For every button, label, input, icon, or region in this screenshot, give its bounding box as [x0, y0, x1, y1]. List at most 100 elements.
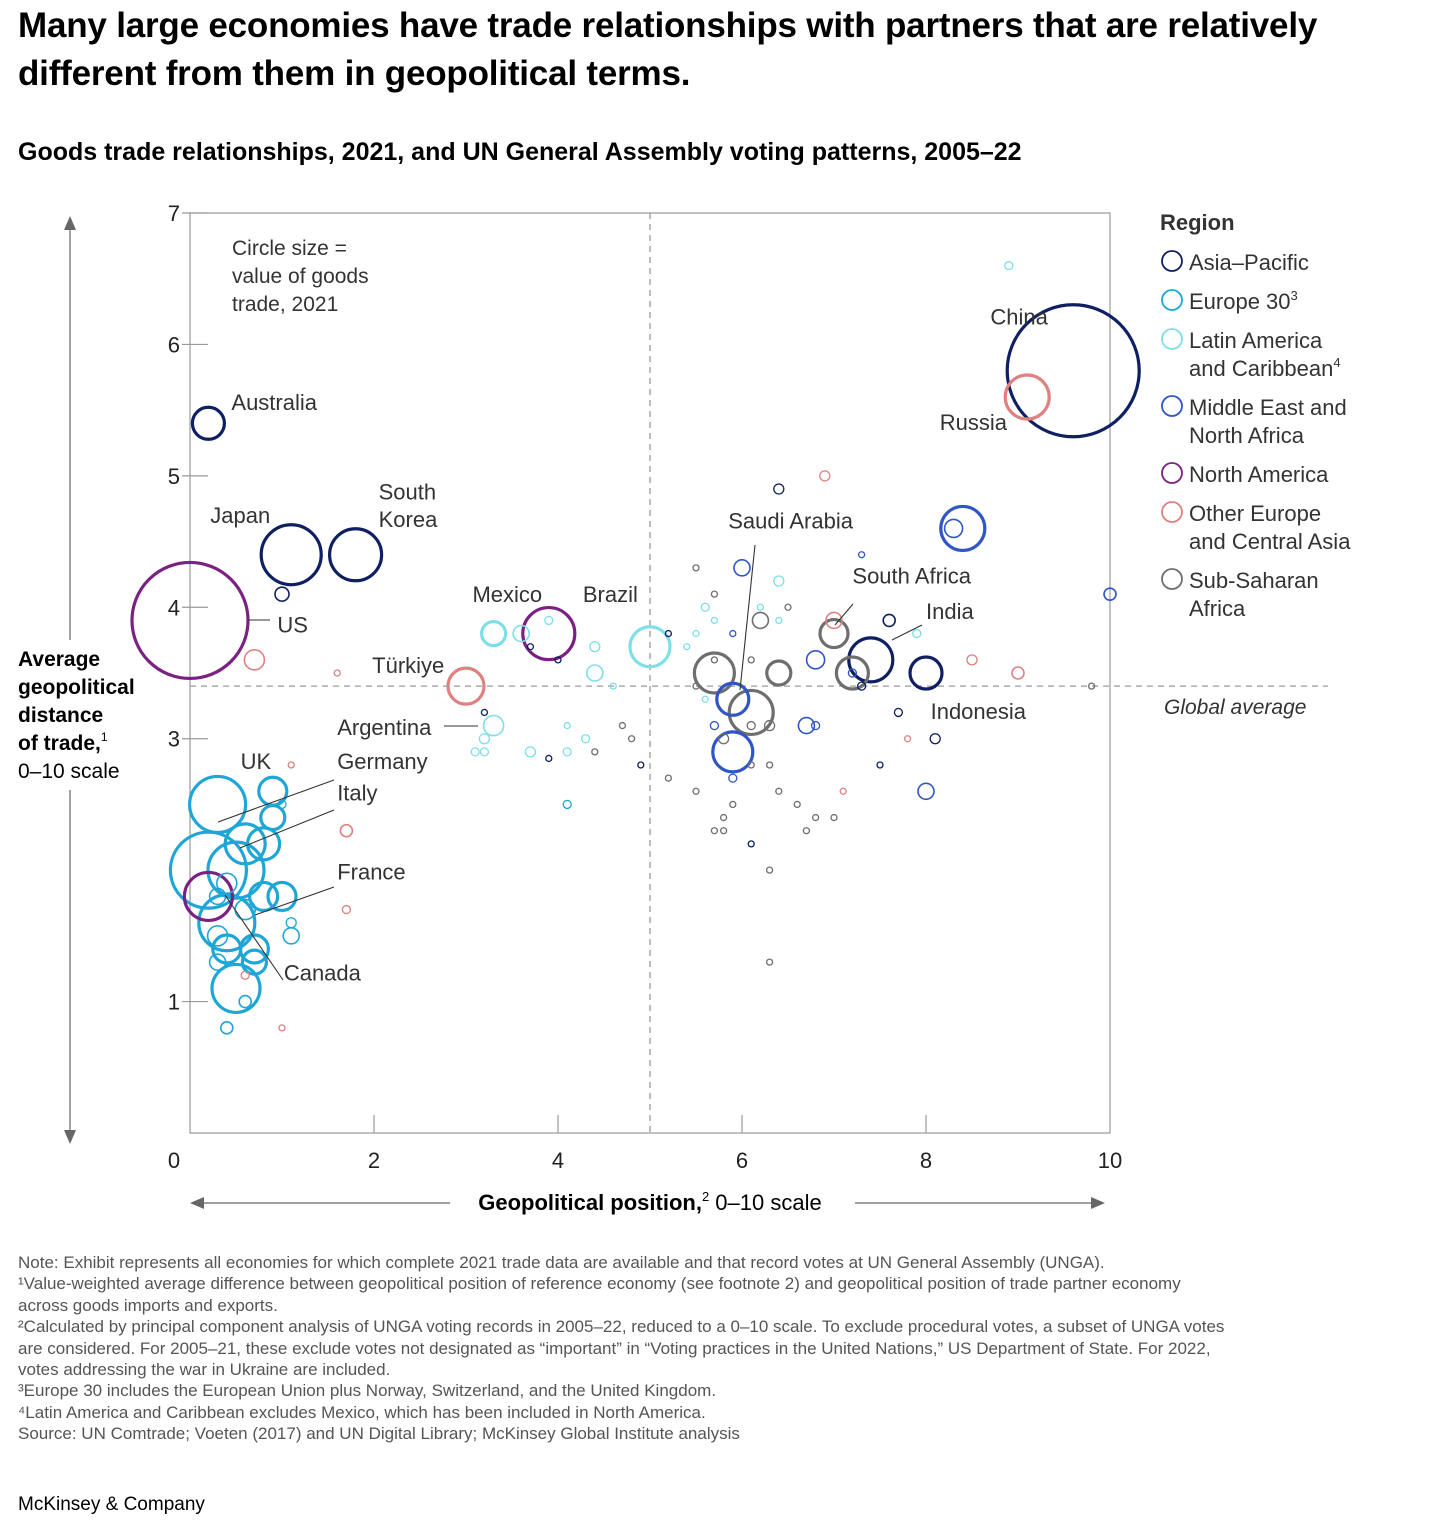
country-label: Indonesia [931, 699, 1027, 724]
data-bubble [339, 823, 354, 838]
x-tick-label: 2 [368, 1148, 380, 1173]
footnote-line: Source: UN Comtrade; Voeten (2017) and U… [18, 1424, 740, 1444]
data-bubble [479, 747, 490, 757]
data-bubble [710, 656, 719, 664]
data-bubble [717, 733, 730, 745]
x-tick-label: 0 [168, 1148, 180, 1173]
data-bubble [747, 761, 755, 769]
data-bubble [554, 656, 562, 664]
scatter-chart: 1 3 4 5 6 7 0 2 4 6 8 10 Geopolitical position,2 0–1… [12, 201, 1351, 1215]
data-bubble [220, 1021, 234, 1035]
data-bubble [544, 615, 554, 626]
legend-swatch [1161, 501, 1183, 523]
y-axis-arrow-down [64, 1130, 76, 1144]
legend-label: Africa [1189, 596, 1246, 621]
brand-logo-text: McKinsey & Company [18, 1494, 205, 1515]
x-tick-label: 8 [920, 1148, 932, 1173]
legend-label: North America [1189, 462, 1329, 487]
data-bubble [775, 787, 783, 795]
data-bubble [856, 681, 867, 691]
data-bubble [729, 629, 737, 638]
country-label: Brazil [583, 582, 638, 607]
data-bubble [825, 611, 843, 630]
data-bubble [747, 656, 755, 664]
legend-swatch [1161, 328, 1183, 350]
chart-title: Many large economies have trade relation… [18, 6, 1318, 93]
data-bubble [692, 787, 700, 795]
data-bubble [765, 659, 793, 687]
data-bubble [763, 719, 776, 732]
data-bubble [278, 1024, 286, 1032]
data-bubble [912, 628, 922, 639]
data-bubble [637, 761, 645, 769]
data-bubble [939, 504, 987, 553]
country-label: UK [241, 749, 272, 774]
data-bubble [589, 641, 601, 653]
data-bubble [692, 564, 700, 572]
data-bubble [628, 625, 672, 669]
legend-label: Middle East and [1189, 395, 1347, 420]
data-bubble [701, 695, 709, 703]
legend-label: Sub-Saharan [1189, 568, 1319, 593]
country-label: Korea [379, 507, 438, 532]
data-bubble [1005, 303, 1141, 439]
data-bubble [182, 870, 234, 923]
data-bubble [206, 840, 266, 900]
data-bubble [562, 747, 572, 757]
data-bubble [563, 721, 571, 730]
legend-label: Europe 303 [1189, 288, 1298, 314]
data-bubble [618, 721, 627, 730]
label-leader-line [739, 544, 756, 691]
data-bubble [248, 880, 280, 913]
legend-swatch [1161, 250, 1183, 272]
country-label: Germany [337, 749, 427, 774]
data-bubble [480, 708, 489, 717]
data-bubble [526, 643, 535, 651]
data-bubble [818, 617, 850, 650]
legend-label: Other Europe [1189, 501, 1321, 526]
global-average-label: Global average [1164, 696, 1306, 719]
country-label: Argentina [337, 715, 432, 740]
data-bubble [711, 730, 755, 774]
footnote-line: votes addressing the war in Ukraine are … [18, 1360, 391, 1380]
label-leader-line [891, 624, 923, 641]
size-note-line: value of goods [232, 265, 369, 288]
data-bubble [756, 603, 765, 611]
data-bubble [727, 688, 775, 737]
data-bubble [729, 800, 737, 809]
data-bubble [1103, 587, 1117, 601]
data-bubble [282, 927, 301, 945]
data-bubble [609, 682, 617, 690]
data-bubble [197, 893, 257, 953]
data-bubble [793, 800, 801, 809]
data-bubble [208, 953, 227, 971]
data-bubble [585, 664, 604, 682]
data-bubble [470, 747, 480, 757]
data-bubble [710, 590, 719, 598]
data-bubble [943, 518, 964, 539]
data-bubble [710, 616, 719, 625]
data-bubble [746, 720, 756, 731]
data-bubble [446, 666, 486, 706]
y-tick-label: 3 [168, 727, 180, 752]
footnotes: Note: Exhibit represents all economies f… [18, 1252, 1378, 1445]
footnote-line: Note: Exhibit represents all economies f… [18, 1253, 1105, 1272]
data-bubble [765, 761, 774, 769]
country-label: India [926, 599, 974, 624]
data-bubble [277, 799, 287, 810]
data-bubble [480, 619, 508, 648]
data-bubble [876, 761, 884, 769]
size-note-line: trade, 2021 [232, 293, 338, 316]
data-bubble [719, 827, 728, 835]
country-label: Canada [284, 961, 362, 986]
label-leader-line [217, 779, 335, 823]
data-bubble [710, 827, 719, 835]
legend-swatch [1161, 395, 1183, 417]
size-note-line: Circle size = [232, 237, 347, 260]
data-bubble [246, 826, 282, 862]
data-bubble [819, 470, 831, 482]
data-bubble [664, 629, 673, 638]
data-bubble [733, 559, 751, 577]
data-bubble [784, 603, 792, 611]
y-tick-label: 4 [168, 595, 180, 620]
